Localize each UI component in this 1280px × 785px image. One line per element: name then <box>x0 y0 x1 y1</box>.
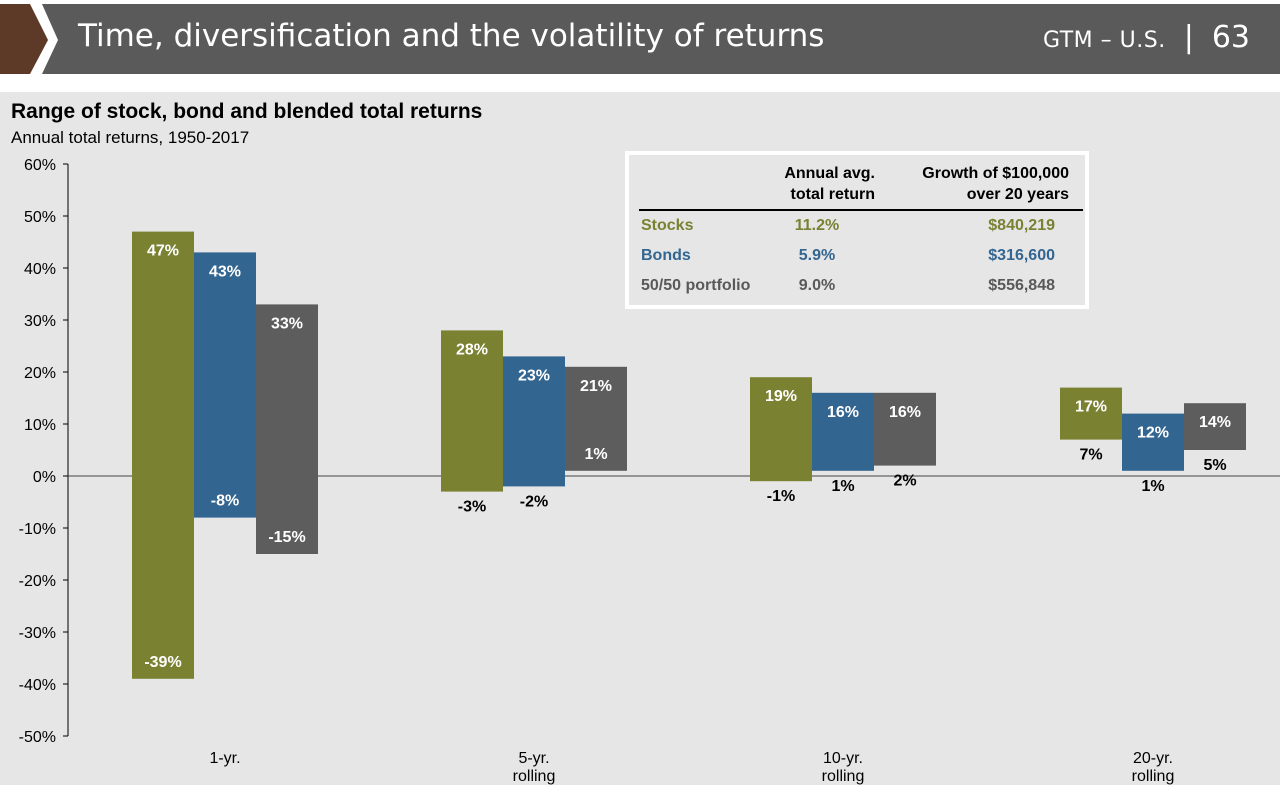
x-category-label: 10-yr. <box>823 750 863 767</box>
range-bar <box>1184 403 1246 450</box>
slide-header: Time, diversification and the volatility… <box>0 0 1280 78</box>
summary-row-label: Bonds <box>641 247 691 264</box>
page-number: 63 <box>1211 20 1250 55</box>
y-tick-label: 0% <box>33 469 56 486</box>
summary-row-label: 50/50 portfolio <box>641 277 751 294</box>
max-label: 21% <box>580 378 612 395</box>
max-label: 14% <box>1199 414 1231 431</box>
min-label: -2% <box>520 493 548 510</box>
summary-row-avg: 5.9% <box>798 247 836 264</box>
summary-table: Annual avg. total return Growth of $100,… <box>625 151 1089 309</box>
x-category-label: rolling <box>822 768 865 785</box>
header-bar <box>42 4 1280 74</box>
max-label: 16% <box>889 404 921 421</box>
max-label: 47% <box>147 243 179 260</box>
chart-subtitle: Annual total returns, 1950-2017 <box>11 128 250 147</box>
x-category-label: rolling <box>513 768 556 785</box>
y-tick-label: -20% <box>19 573 56 590</box>
y-tick-label: 60% <box>24 157 56 174</box>
y-tick-label: -40% <box>19 677 56 694</box>
min-label: 2% <box>893 473 916 490</box>
min-label: 1% <box>1141 478 1164 495</box>
x-category-label: 5-yr. <box>518 750 549 767</box>
region-label: GTM – U.S. <box>1042 28 1166 53</box>
min-label: -15% <box>268 529 305 546</box>
y-tick-label: 40% <box>24 261 56 278</box>
range-bar <box>256 304 318 554</box>
range-bar <box>1060 387 1122 440</box>
x-category-label: rolling <box>1132 768 1175 785</box>
range-bar <box>565 366 627 471</box>
min-label: 7% <box>1079 447 1102 464</box>
min-label: 5% <box>1203 457 1226 474</box>
summary-row-growth: $840,219 <box>988 217 1055 234</box>
max-label: 16% <box>827 404 859 421</box>
y-tick-label: -10% <box>19 521 56 538</box>
y-tick-label: -50% <box>19 729 56 746</box>
range-bar <box>441 330 503 492</box>
max-label: 43% <box>209 263 241 280</box>
chart-title: Range of stock, bond and blended total r… <box>11 100 483 123</box>
min-label: -3% <box>458 499 486 516</box>
header-meta: GTM – U.S. | 63 <box>1043 20 1250 55</box>
header-divider: | <box>1183 20 1194 55</box>
y-tick-label: -30% <box>19 625 56 642</box>
col-header-avg-return: Annual avg. total return <box>784 165 875 203</box>
max-label: 33% <box>271 315 303 332</box>
summary-row-avg: 11.2% <box>794 217 840 234</box>
header-banner <box>0 4 1280 74</box>
range-bar <box>132 231 194 679</box>
summary-row-label: Stocks <box>641 217 694 234</box>
table-header-rule <box>639 209 1083 211</box>
min-label: 1% <box>584 446 607 463</box>
slide-title: Time, diversification and the volatility… <box>78 18 825 54</box>
range-bar <box>874 392 936 466</box>
range-bar <box>194 252 256 518</box>
range-bar <box>1122 413 1184 471</box>
y-tick-label: 50% <box>24 209 56 226</box>
max-label: 23% <box>518 367 550 384</box>
header-arrow-tab <box>0 4 48 74</box>
summary-row-growth: $556,848 <box>988 277 1055 294</box>
range-bar <box>750 377 812 482</box>
max-label: 17% <box>1075 399 1107 416</box>
min-label: -1% <box>767 488 795 505</box>
min-label: -8% <box>211 493 239 510</box>
max-label: 28% <box>456 341 488 358</box>
y-tick-label: 10% <box>24 417 56 434</box>
summary-row-avg: 9.0% <box>798 277 836 294</box>
x-category-label: 1-yr. <box>209 750 240 767</box>
summary-row-growth: $316,600 <box>988 247 1055 264</box>
max-label: 19% <box>765 388 797 405</box>
col-header-growth: Growth of $100,000 over 20 years <box>922 165 1069 203</box>
min-label: -39% <box>144 654 181 671</box>
y-tick-label: 30% <box>24 313 56 330</box>
min-label: 1% <box>831 478 854 495</box>
x-category-label: 20-yr. <box>1133 750 1173 767</box>
y-tick-label: 20% <box>24 365 56 382</box>
max-label: 12% <box>1137 425 1169 442</box>
range-bar <box>503 356 565 487</box>
range-bar <box>812 392 874 471</box>
